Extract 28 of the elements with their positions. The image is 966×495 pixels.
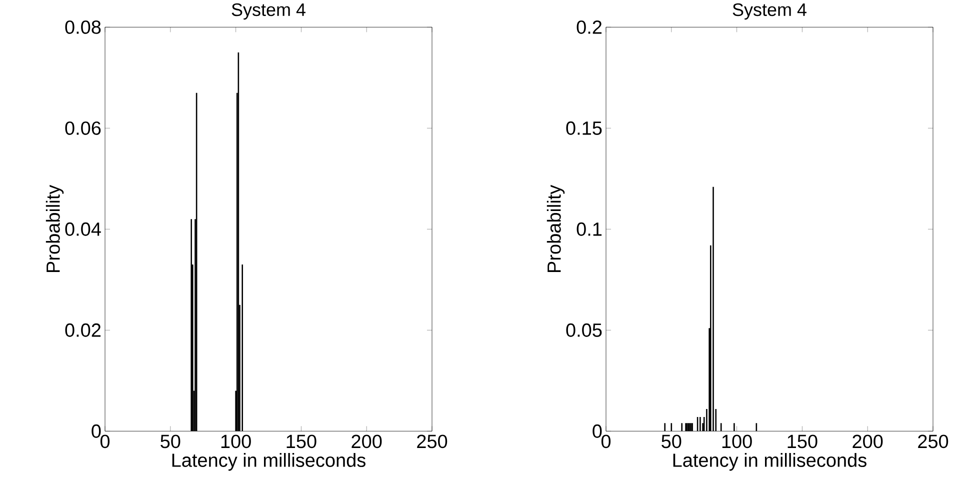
y-tick-label: 0.08: [65, 20, 101, 34]
y-axis-title: Probability: [46, 184, 64, 272]
x-tick-label: 150: [788, 434, 818, 448]
y-tick-label: 0.2: [576, 20, 602, 34]
y-tick-label: 0: [592, 424, 602, 438]
x-tick-label: 250: [918, 434, 948, 448]
x-axis-title: Latency in milliseconds: [172, 452, 366, 471]
x-axis-title: Latency in milliseconds: [673, 452, 866, 471]
x-tick-label: 100: [221, 434, 251, 448]
chart-title: System 4: [732, 3, 806, 20]
x-tick-label: 0: [601, 434, 611, 448]
x-tick-label: 100: [722, 434, 752, 448]
x-tick-label: 200: [852, 434, 883, 448]
y-tick-label: 0.06: [65, 121, 101, 135]
y-tick-label: 0.05: [566, 323, 602, 337]
x-tick-label: 150: [286, 434, 316, 448]
x-tick-label: 0: [100, 434, 110, 448]
x-tick-label: 250: [417, 434, 448, 448]
y-tick-label: 0.15: [566, 121, 602, 135]
y-axis-title: Probability: [546, 184, 565, 272]
y-tick-label: 0: [92, 424, 101, 438]
y-tick-label: 0.02: [65, 323, 101, 337]
x-tick-label: 50: [160, 434, 180, 448]
chart-title: System 4: [232, 3, 306, 20]
y-tick-label: 0.1: [576, 222, 602, 236]
x-tick-label: 50: [662, 434, 682, 448]
x-tick-label: 200: [352, 434, 382, 448]
y-tick-label: 0.04: [65, 222, 101, 236]
